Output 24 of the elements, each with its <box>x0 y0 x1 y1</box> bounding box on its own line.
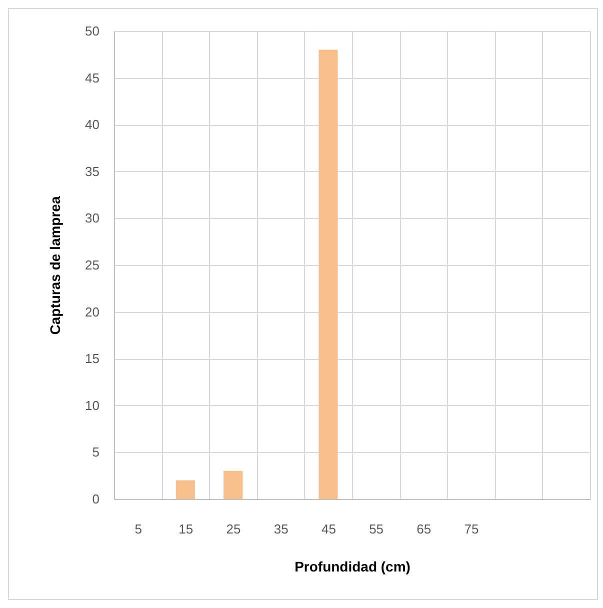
y-tick-label: 5 <box>92 444 100 460</box>
y-tick-label: 15 <box>85 351 100 366</box>
x-tick-label: 25 <box>226 522 241 536</box>
y-tick-label: 20 <box>85 304 100 320</box>
x-tick-label: 35 <box>274 522 288 536</box>
bar <box>176 480 195 499</box>
y-tick-label: 30 <box>85 210 100 226</box>
y-tick-label: 45 <box>85 70 100 86</box>
x-tick-label: 65 <box>416 522 432 536</box>
y-tick-label: 40 <box>85 117 100 132</box>
x-axis-title: Profundidad (cm) <box>294 558 410 574</box>
bar <box>223 470 243 499</box>
x-tick-label: 15 <box>178 522 194 536</box>
y-tick-label: 25 <box>85 258 100 272</box>
y-tick-label: 0 <box>92 492 100 506</box>
x-tick-label: 55 <box>369 522 384 536</box>
bar <box>318 50 338 499</box>
x-tick-label: 45 <box>321 522 336 536</box>
y-tick-label: 10 <box>85 398 100 413</box>
x-tick-label: 75 <box>464 522 479 536</box>
x-tick-label: 5 <box>134 522 142 536</box>
y-tick-label: 35 <box>85 164 100 179</box>
y-tick-label: 50 <box>85 24 100 38</box>
y-axis-title: Capturas de lamprea <box>47 196 64 335</box>
